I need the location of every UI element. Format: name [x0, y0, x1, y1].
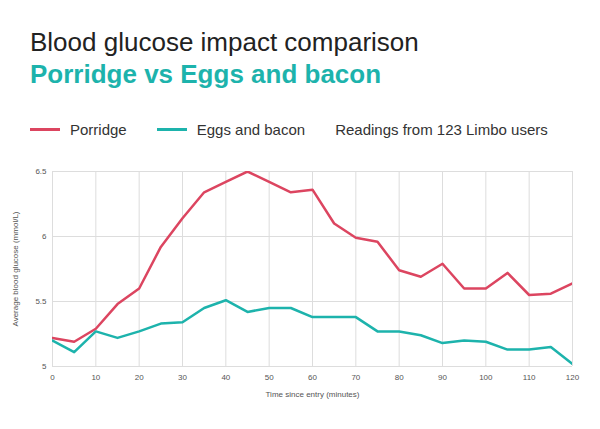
svg-text:80: 80	[395, 373, 404, 382]
svg-text:0: 0	[50, 373, 55, 382]
svg-text:6.5: 6.5	[35, 167, 47, 176]
svg-text:Average blood glucose (mmol/L): Average blood glucose (mmol/L)	[11, 211, 20, 326]
html-text:Blood glucose impact compariso: Blood glucose impact comparison	[30, 27, 419, 57]
html-text:Porridge vs Eggs and bacon: Porridge vs Eggs and bacon	[30, 59, 382, 89]
svg-text:20: 20	[135, 373, 144, 382]
svg-text:Time since entry (minutes): Time since entry (minutes)	[266, 390, 360, 399]
html-text:Eggs and bacon: Eggs and bacon	[196, 120, 306, 138]
svg-text:10: 10	[91, 373, 100, 382]
svg-text:110: 110	[523, 373, 536, 382]
svg-text:70: 70	[351, 373, 360, 382]
svg-text:60: 60	[308, 373, 317, 382]
svg-text:6: 6	[42, 232, 47, 241]
svg-text:120: 120	[566, 373, 580, 382]
svg-text:90: 90	[438, 373, 447, 382]
html-text:Readings from 123 Limbo users: Readings from 123 Limbo users	[335, 120, 548, 138]
svg-text:5: 5	[42, 362, 47, 371]
svg-text:5.5: 5.5	[35, 297, 47, 306]
svg-text:50: 50	[265, 373, 274, 382]
svg-text:40: 40	[221, 373, 230, 382]
svg-text:100: 100	[479, 373, 493, 382]
html-text:Porridge: Porridge	[70, 120, 127, 138]
svg-text:30: 30	[178, 373, 187, 382]
